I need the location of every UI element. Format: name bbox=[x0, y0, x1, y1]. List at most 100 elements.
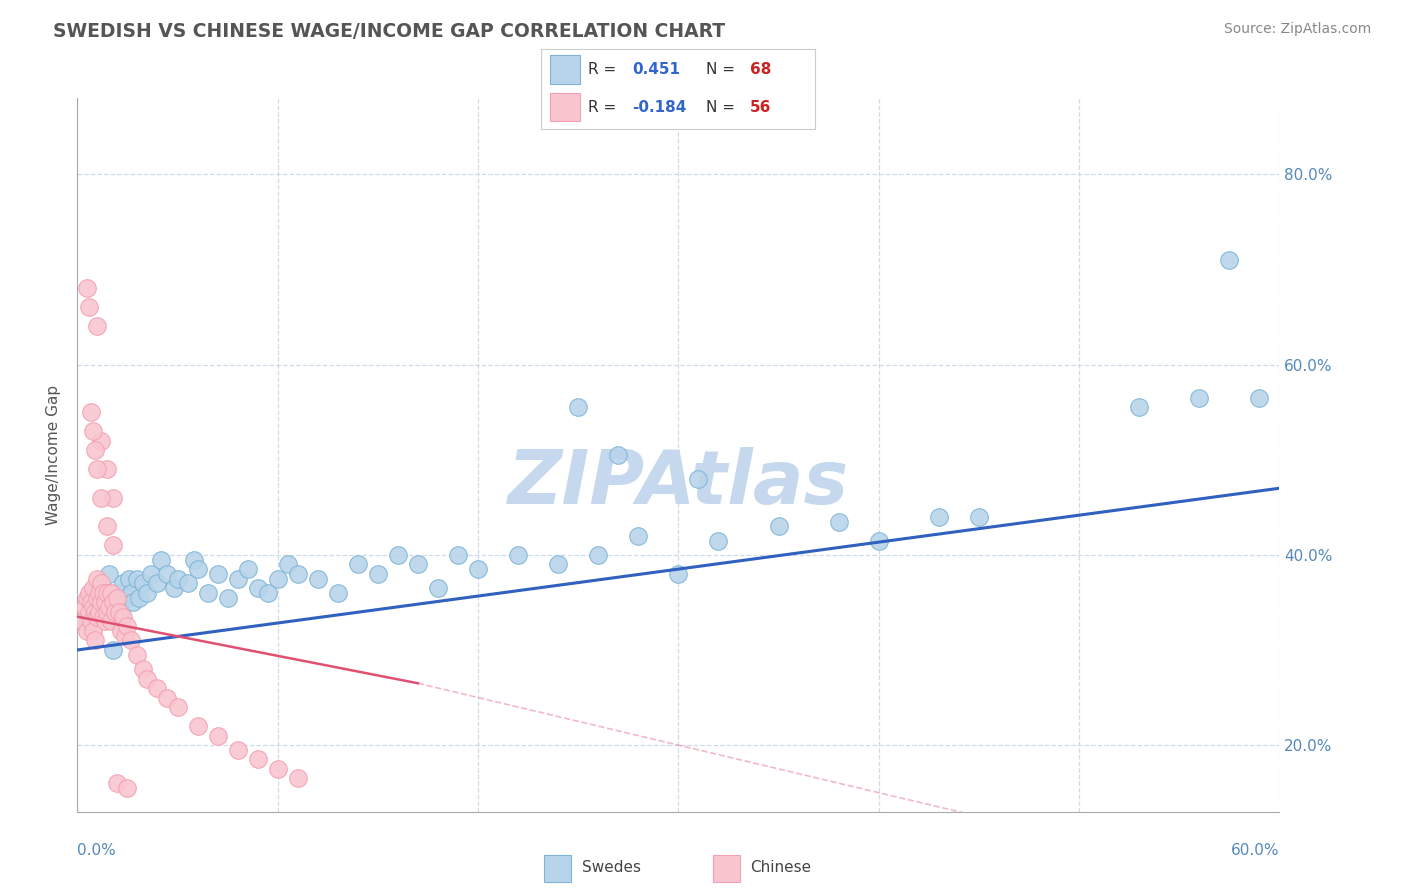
Point bbox=[132, 662, 155, 676]
Text: Swedes: Swedes bbox=[582, 860, 641, 875]
Point bbox=[84, 633, 107, 648]
Point bbox=[86, 591, 108, 605]
Point bbox=[156, 690, 179, 705]
Point bbox=[162, 581, 184, 595]
Point bbox=[107, 586, 129, 600]
Point bbox=[183, 552, 205, 566]
Point bbox=[176, 576, 198, 591]
Point bbox=[84, 605, 107, 619]
Point bbox=[287, 566, 309, 581]
Text: R =: R = bbox=[588, 62, 621, 77]
Bar bbox=[544, 855, 571, 881]
Point bbox=[112, 576, 135, 591]
Point bbox=[166, 700, 188, 714]
Point bbox=[217, 591, 239, 605]
Point bbox=[76, 624, 98, 638]
Point bbox=[467, 562, 489, 576]
Point bbox=[86, 572, 108, 586]
Point bbox=[100, 615, 122, 629]
Point bbox=[967, 509, 990, 524]
Text: Chinese: Chinese bbox=[751, 860, 811, 875]
Point bbox=[98, 600, 121, 615]
Point bbox=[117, 619, 139, 633]
Point bbox=[828, 515, 851, 529]
Point bbox=[326, 586, 349, 600]
Point bbox=[114, 629, 136, 643]
Bar bbox=[713, 855, 740, 881]
Point bbox=[226, 743, 249, 757]
Point bbox=[90, 434, 112, 448]
Bar bbox=[550, 55, 579, 84]
Point bbox=[84, 443, 107, 458]
Point bbox=[89, 586, 111, 600]
Point bbox=[103, 538, 125, 552]
Point bbox=[93, 581, 115, 595]
Y-axis label: Wage/Income Gap: Wage/Income Gap bbox=[46, 384, 62, 525]
Point bbox=[76, 281, 98, 295]
Point bbox=[122, 595, 145, 609]
Point bbox=[79, 605, 101, 619]
Point bbox=[277, 558, 299, 572]
Point bbox=[347, 558, 370, 572]
Point bbox=[82, 600, 104, 615]
Point bbox=[136, 672, 159, 686]
Point bbox=[150, 552, 173, 566]
Text: R =: R = bbox=[588, 100, 621, 115]
Point bbox=[207, 729, 229, 743]
Point bbox=[103, 595, 125, 609]
Point bbox=[207, 566, 229, 581]
Point bbox=[82, 586, 104, 600]
Point bbox=[72, 615, 94, 629]
Point bbox=[166, 572, 188, 586]
Point bbox=[118, 572, 141, 586]
Text: 68: 68 bbox=[749, 62, 770, 77]
Point bbox=[75, 600, 97, 615]
Point bbox=[96, 462, 118, 476]
Point bbox=[1188, 391, 1211, 405]
Point bbox=[928, 509, 950, 524]
Point bbox=[100, 609, 122, 624]
Text: N =: N = bbox=[706, 100, 740, 115]
Point bbox=[86, 609, 108, 624]
Point bbox=[427, 581, 450, 595]
Text: 0.0%: 0.0% bbox=[77, 843, 117, 858]
Point bbox=[307, 572, 329, 586]
Point bbox=[226, 572, 249, 586]
Point bbox=[80, 615, 103, 629]
Point bbox=[668, 566, 690, 581]
Point bbox=[80, 405, 103, 419]
Point bbox=[100, 586, 122, 600]
Point bbox=[406, 558, 429, 572]
Point bbox=[508, 548, 530, 562]
Point bbox=[96, 595, 118, 609]
Point bbox=[120, 586, 142, 600]
Text: 56: 56 bbox=[749, 100, 770, 115]
Point bbox=[367, 566, 389, 581]
Point bbox=[82, 624, 104, 638]
Point bbox=[246, 581, 269, 595]
Point bbox=[246, 752, 269, 766]
Point bbox=[80, 600, 103, 615]
Point bbox=[76, 615, 98, 629]
Point bbox=[187, 719, 209, 733]
Point bbox=[141, 566, 163, 581]
Point bbox=[86, 319, 108, 334]
Point bbox=[86, 605, 108, 619]
Point bbox=[89, 605, 111, 619]
Point bbox=[868, 533, 890, 548]
Point bbox=[588, 548, 610, 562]
Point bbox=[146, 681, 169, 695]
Point bbox=[117, 591, 139, 605]
Point bbox=[90, 591, 112, 605]
Point bbox=[387, 548, 409, 562]
Point bbox=[79, 586, 101, 600]
Point bbox=[107, 776, 129, 790]
Point bbox=[607, 448, 630, 462]
Point bbox=[287, 772, 309, 786]
Point bbox=[96, 605, 118, 619]
Point bbox=[79, 301, 101, 315]
Point bbox=[110, 605, 132, 619]
Point bbox=[90, 576, 112, 591]
Text: ZIPAtlas: ZIPAtlas bbox=[508, 447, 849, 520]
Point bbox=[90, 595, 112, 609]
